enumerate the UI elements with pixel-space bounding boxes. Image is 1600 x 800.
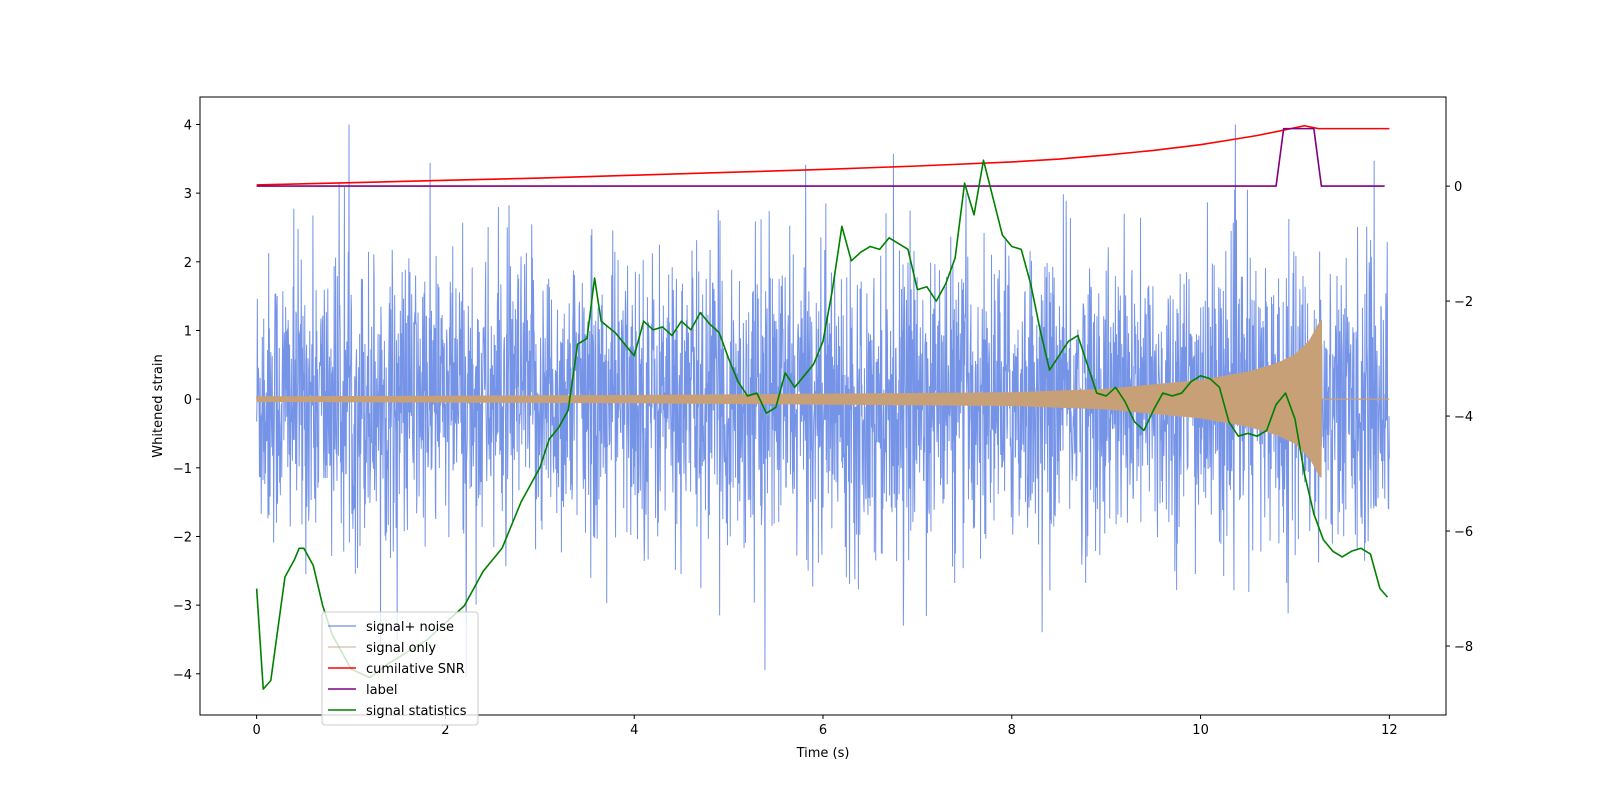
legend-label-label: label (366, 683, 397, 698)
y-tick-label: −4 (173, 668, 192, 683)
series-signal-statistics (255, 159, 1389, 690)
legend-label-signal-noise: signal+ noise (366, 620, 454, 635)
x-tick-label: 0 (252, 723, 260, 738)
y2-tick-label: −8 (1454, 640, 1473, 655)
series-signal-noise (256, 124, 1390, 677)
y-tick-label: 2 (184, 256, 192, 271)
y-tick-label: 0 (184, 393, 192, 408)
y-tick-label: −1 (173, 462, 192, 477)
legend-label-signal-statistics: signal statistics (366, 704, 467, 719)
legend-box (321, 611, 479, 726)
y-axis-label: Whitened strain (151, 354, 166, 457)
x-tick-label: 2 (441, 723, 449, 738)
y-tick-label: 3 (184, 187, 192, 202)
x-tick-label: 8 (1008, 723, 1016, 738)
series-label (256, 127, 1385, 187)
series-cumilative-snr (256, 124, 1390, 186)
series-signal-only (256, 320, 1390, 478)
y2-tick-label: 0 (1454, 180, 1462, 195)
y-tick-label: 4 (184, 118, 192, 133)
y-tick-label: −3 (173, 599, 192, 614)
y2-tick-label: −2 (1454, 295, 1473, 310)
legend: signal+ noise signal only cumilative SNR la… (321, 611, 479, 726)
series-layer (255, 124, 1390, 690)
x-tick-label: 12 (1381, 723, 1398, 738)
x-tick-label: 6 (819, 723, 827, 738)
x-tick-label: 10 (1192, 723, 1209, 738)
legend-label-cumilative-snr: cumilative SNR (366, 662, 465, 677)
y-tick-label: −2 (173, 530, 192, 545)
y2-tick-label: −6 (1454, 525, 1473, 540)
y-tick-label: 1 (184, 324, 192, 339)
y2-tick-label: −4 (1454, 410, 1473, 425)
legend-label-signal-only: signal only (366, 641, 436, 656)
x-axis-label: Time (s) (796, 746, 850, 761)
x-tick-label: 4 (630, 723, 638, 738)
